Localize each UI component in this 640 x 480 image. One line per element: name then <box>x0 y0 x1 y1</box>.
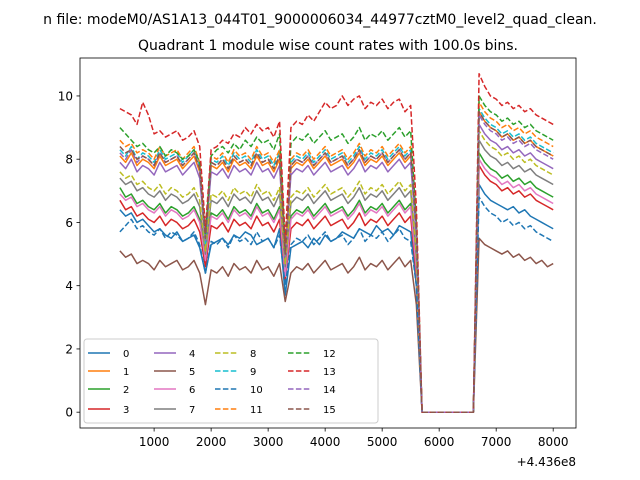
series-line-15 <box>119 111 554 413</box>
x-tick-label: 7000 <box>481 435 512 449</box>
x-tick-label: 4000 <box>310 435 341 449</box>
legend-label-10: 10 <box>250 385 263 396</box>
legend-label-2: 2 <box>123 385 129 396</box>
figure-suptitle: n file: modeM0/AS1A13_044T01_9000006034_… <box>43 12 597 28</box>
legend-label-15: 15 <box>323 405 336 416</box>
series-line-0 <box>119 183 554 413</box>
series-line-12 <box>119 95 554 413</box>
legend-label-5: 5 <box>189 367 195 378</box>
y-tick-label: 4 <box>65 279 73 293</box>
legend-label-11: 11 <box>250 405 263 416</box>
series-line-7 <box>119 139 554 413</box>
y-tick-label: 0 <box>65 406 73 420</box>
x-tick-label: 8000 <box>538 435 569 449</box>
x-tick-label: 6000 <box>424 435 455 449</box>
chart-title: Quadrant 1 module wise count rates with … <box>138 38 518 54</box>
y-tick-label: 8 <box>65 153 73 167</box>
legend-label-4: 4 <box>189 349 195 360</box>
series-line-11 <box>119 101 554 413</box>
y-tick-label: 2 <box>65 342 73 356</box>
legend-label-12: 12 <box>323 349 336 360</box>
y-tick-label: 6 <box>65 216 73 230</box>
legend-label-6: 6 <box>189 385 195 396</box>
series-line-4 <box>119 123 554 413</box>
series-line-8 <box>119 129 554 413</box>
series-line-1 <box>119 111 554 413</box>
series-line-10 <box>119 196 554 413</box>
series-line-5 <box>119 237 554 413</box>
legend-box <box>83 338 379 424</box>
x-tick-label: 3000 <box>253 435 284 449</box>
x-tick-label: 2000 <box>196 435 227 449</box>
plot-frame <box>79 57 577 429</box>
series-line-3 <box>119 164 554 413</box>
legend-label-8: 8 <box>250 349 256 360</box>
series-line-13 <box>119 73 554 413</box>
legend-label-9: 9 <box>250 367 256 378</box>
x-tick-label: 5000 <box>367 435 398 449</box>
x-tick-label: 1000 <box>139 435 170 449</box>
x-axis-offset-label: +4.436e8 <box>517 455 576 469</box>
series-layer <box>119 73 554 413</box>
y-axis: 0 2 4 6 8 10 <box>58 89 80 420</box>
y-tick-label: 10 <box>58 89 73 103</box>
legend-label-3: 3 <box>123 405 129 416</box>
legend-label-13: 13 <box>323 367 336 378</box>
legend-label-1: 1 <box>123 367 129 378</box>
legend-label-7: 7 <box>189 405 195 416</box>
series-line-9 <box>119 107 554 413</box>
series-line-6 <box>119 158 554 413</box>
legend-label-0: 0 <box>123 349 129 360</box>
series-line-2 <box>119 152 554 413</box>
x-axis: 1000 2000 3000 4000 5000 6000 7000 8000 <box>139 428 569 449</box>
legend-label-14: 14 <box>323 385 336 396</box>
